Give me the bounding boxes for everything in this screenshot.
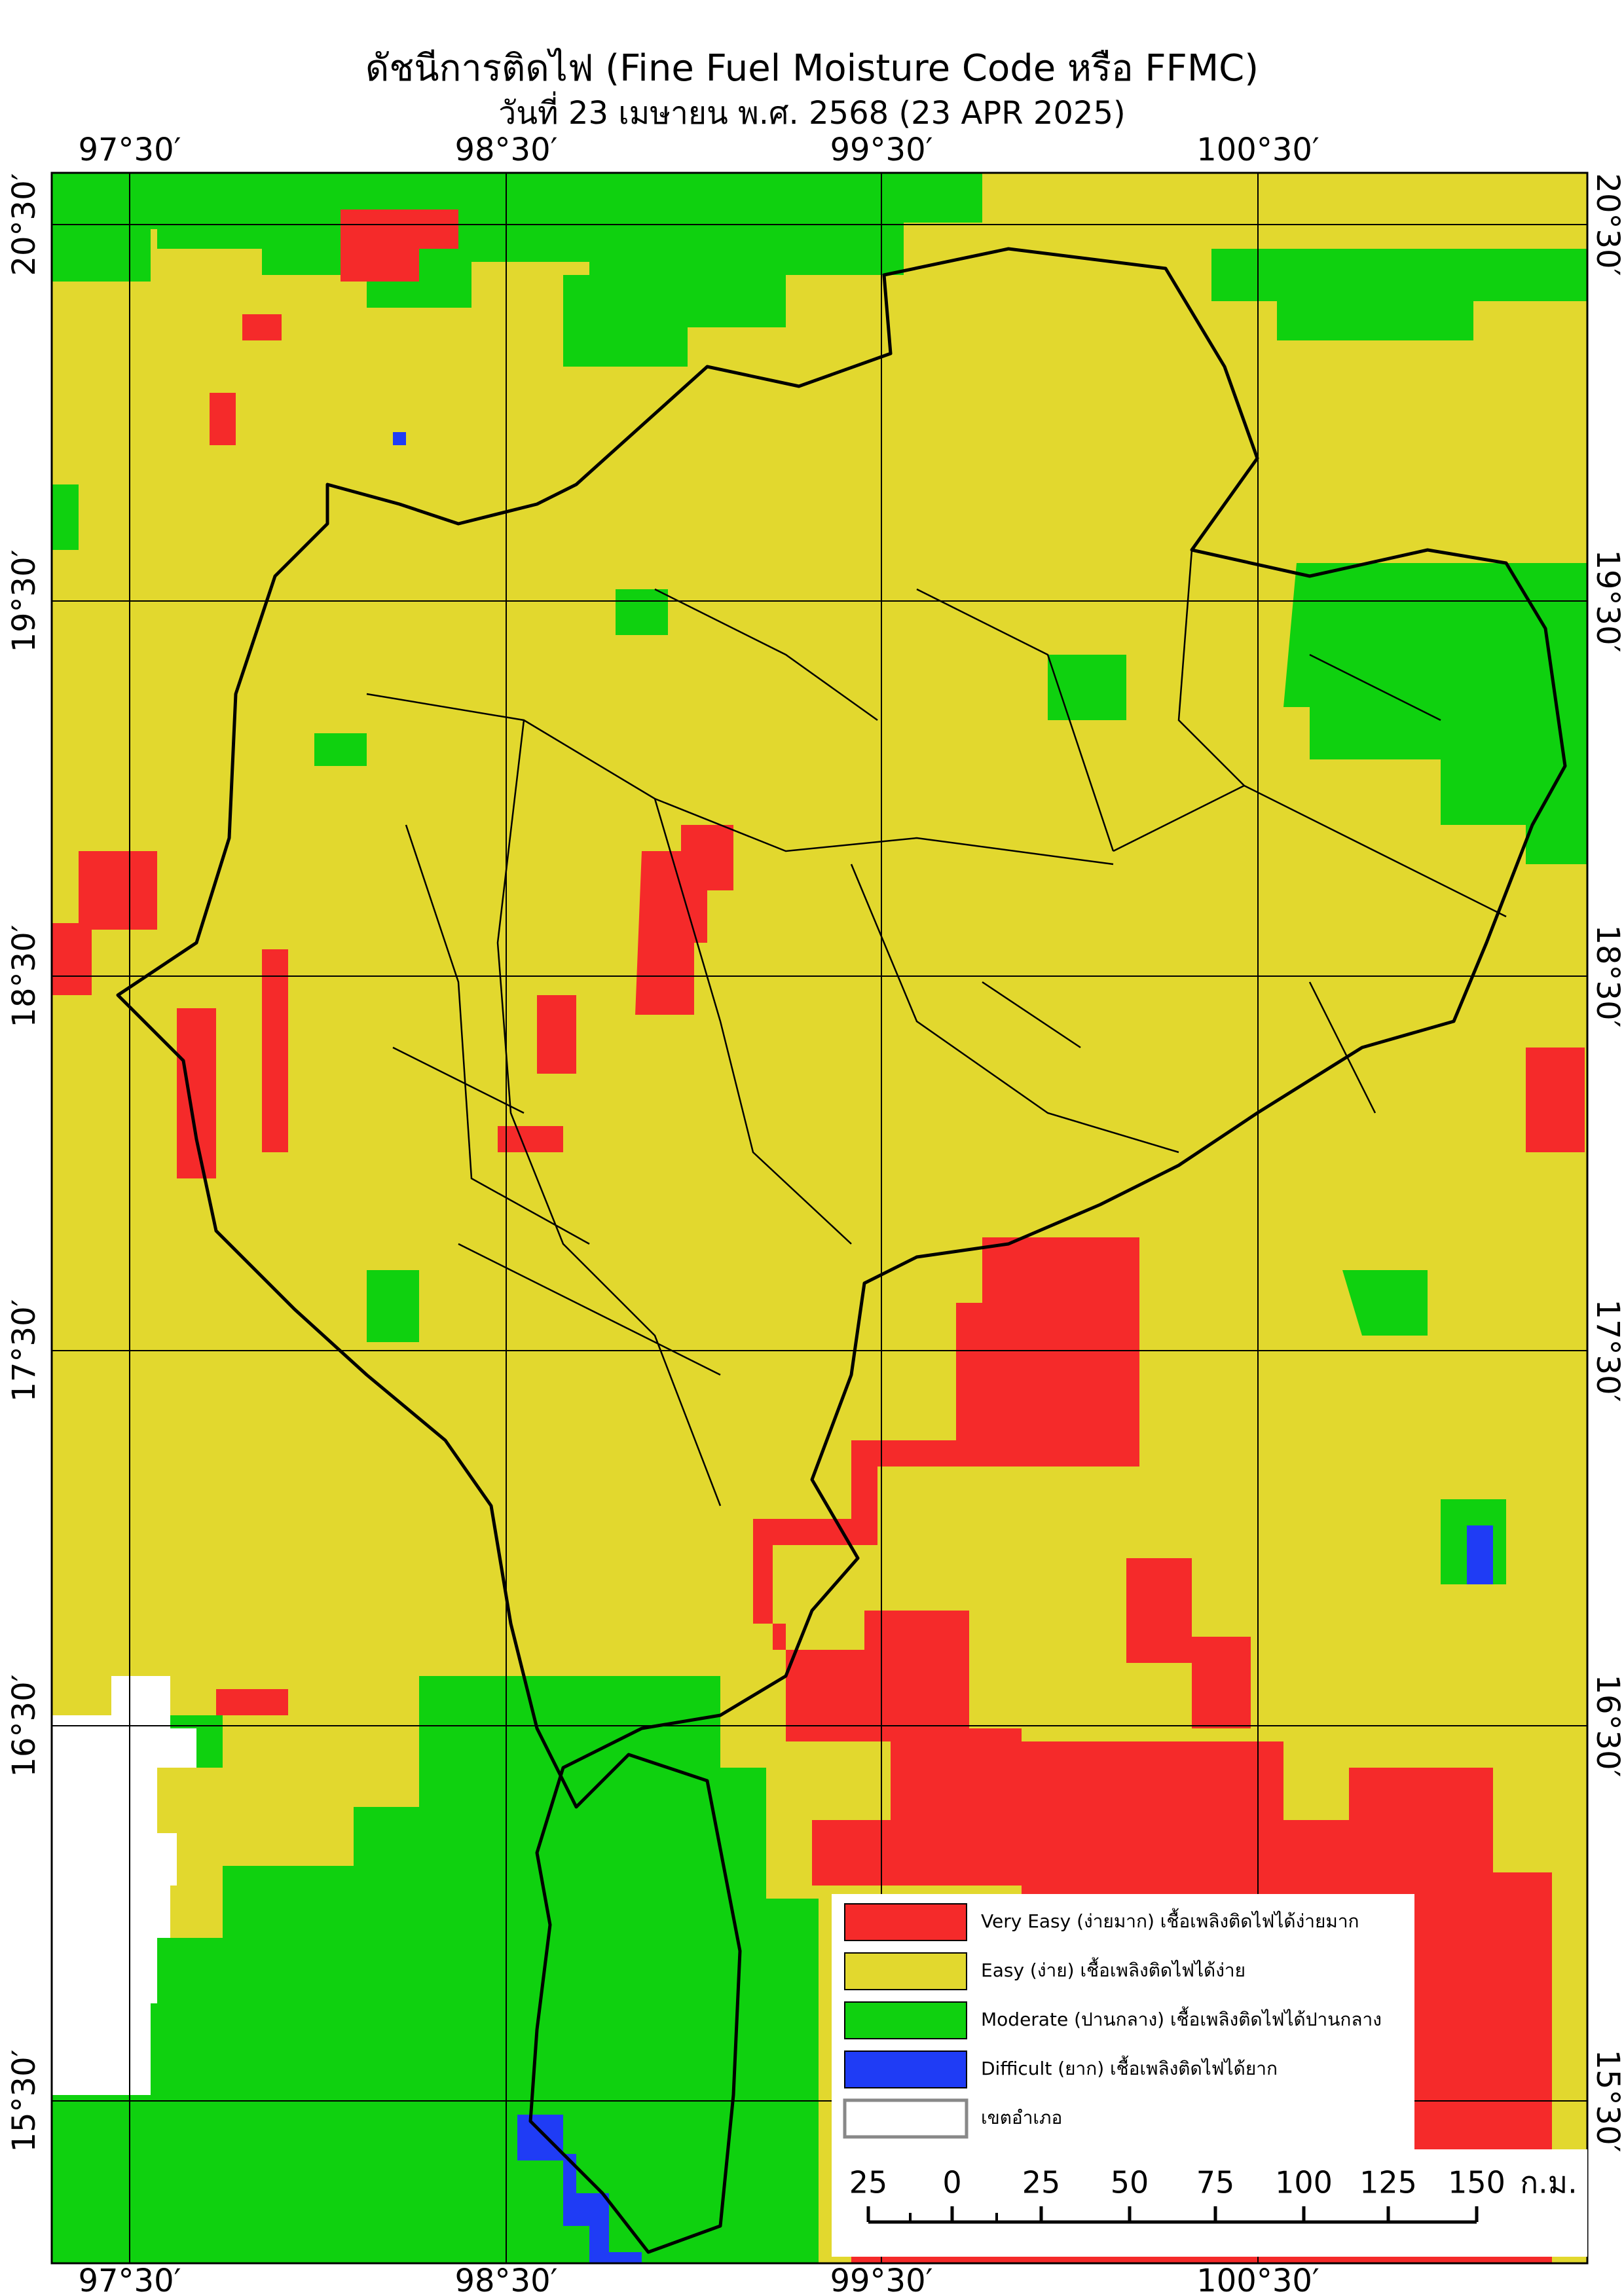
scale-label: 125 [1359,2165,1417,2200]
scale-label: 25 [1022,2165,1061,2200]
scale-label: 100 [1275,2165,1333,2200]
lat-label: 15°30′ [6,2049,43,2152]
legend-label: Easy (ง่าย) เชื้อเพลิงติดไฟได้ง่าย [981,1957,1246,1981]
lat-label: 16°30′ [6,1674,43,1777]
lat-label: 19°30′ [6,549,43,652]
lon-label: 97°30′ [78,132,181,168]
scale-label: 150 [1448,2165,1505,2200]
legend-label: Very Easy (ง่ายมาก) เชื้อเพลิงติดไฟได้ง่… [981,1908,1359,1932]
lat-label: 17°30′ [1589,1299,1624,1402]
legend-label: Difficult (ยาก) เชื้อเพลิงติดไฟได้ยาก [981,2055,1278,2079]
legend-swatch [843,2098,969,2139]
lat-label: 17°30′ [6,1299,43,1402]
scale-label: 25 [849,2165,888,2200]
lat-label: 18°30′ [6,924,43,1027]
scale-unit: ก.ม. [1520,2165,1577,2200]
lon-label: 99°30′ [830,2263,932,2296]
lat-labels: 20°30′ 20°30′ 19°30′ 19°30′ 18°30′ 18°30′ 17°3… [6,173,1624,2152]
scale-bar: 25 0 25 50 75 100 125 150 ก.ม. [832,2149,1587,2257]
scale-label: 75 [1196,2165,1235,2200]
lon-label: 98°30′ [454,2263,557,2296]
legend: Very Easy (ง่ายมาก) เชื้อเพลิงติดไฟได้ง่… [832,1894,1414,2149]
legend-swatch [844,1952,967,1990]
legend-label: เขตอำเภอ [981,2107,1062,2128]
lat-label: 16°30′ [1589,1674,1624,1777]
lon-label: 97°30′ [78,2263,181,2296]
legend-swatch [844,2001,967,2039]
lon-label: 99°30′ [830,132,932,168]
lat-label: 15°30′ [1589,2049,1624,2152]
lon-labels: 97°30′ 98°30′ 99°30′ 100°30′ 97°30′ 98°3… [78,132,1319,2296]
lon-label: 100°30′ [1196,2263,1320,2296]
legend-label: Moderate (ปานกลาง) เชื้อเพลิงติดไฟได้ปาน… [981,2006,1382,2030]
scale-label: 50 [1111,2165,1149,2200]
scale-label: 0 [942,2165,961,2200]
subtitle: วันที่ 23 เมษายน พ.ศ. 2568 (23 APR 2025) [498,91,1125,132]
lon-label: 98°30′ [454,132,557,168]
lat-label: 20°30′ [1589,173,1624,276]
lat-label: 20°30′ [6,173,43,276]
lat-label: 19°30′ [1589,549,1624,652]
lon-label: 100°30′ [1196,132,1320,168]
lat-label: 18°30′ [1589,924,1624,1027]
legend-swatch [844,2050,967,2088]
title: ดัชนีการติดไฟ (Fine Fuel Moisture Code ห… [365,47,1259,90]
legend-swatch [844,1903,967,1941]
